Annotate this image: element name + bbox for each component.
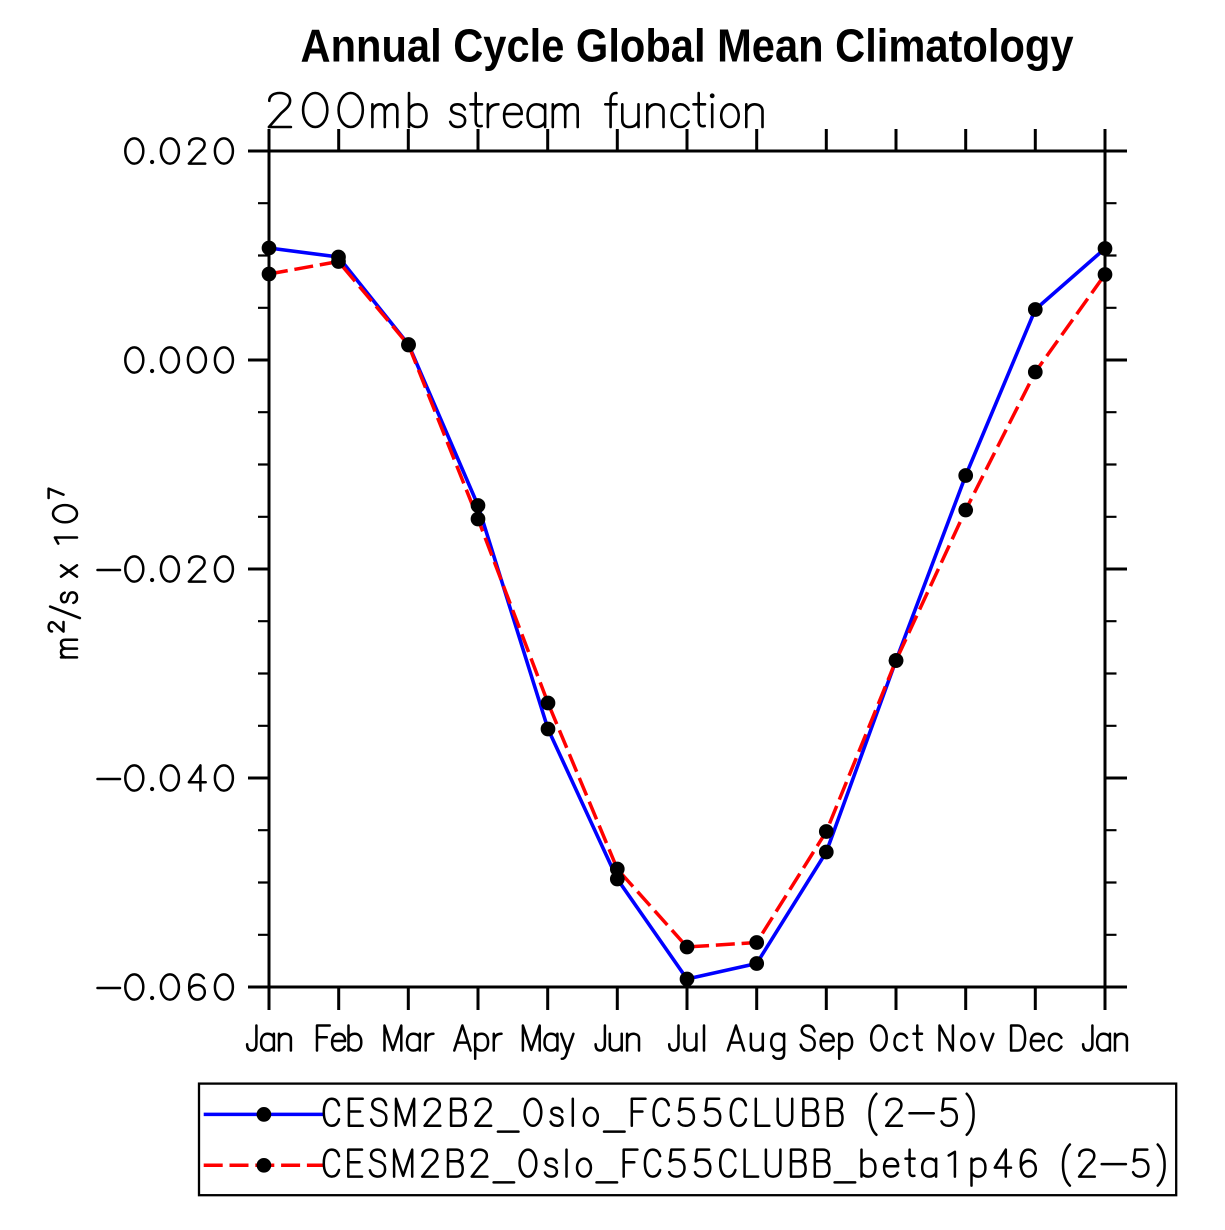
svg-text:Annual Cycle Global Mean Clima: Annual Cycle Global Mean Climatology bbox=[301, 20, 1074, 72]
